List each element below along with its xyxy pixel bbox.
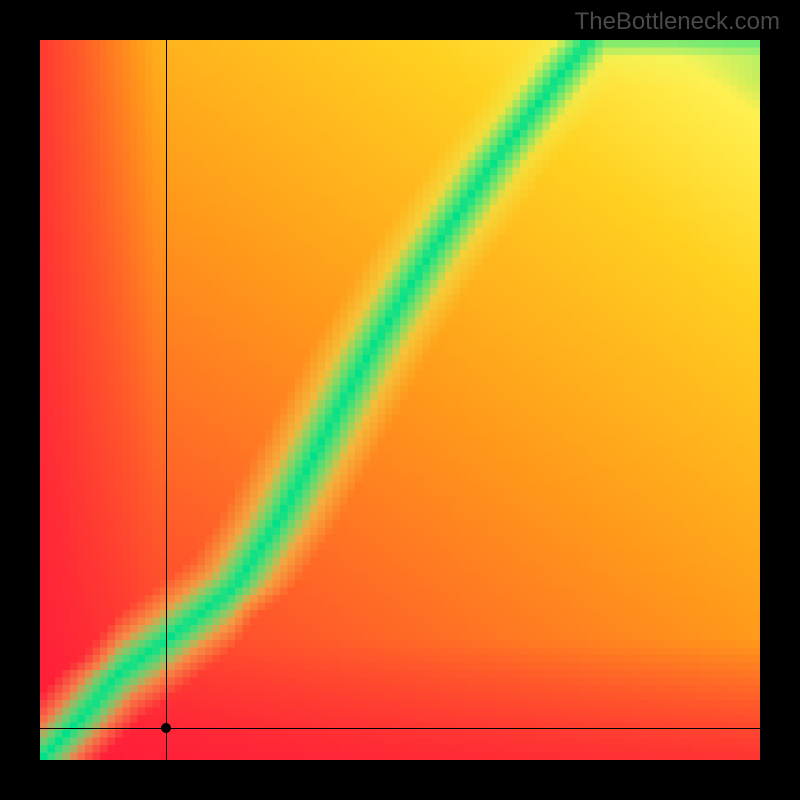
crosshair-marker <box>161 723 171 733</box>
crosshair-horizontal <box>40 728 760 729</box>
crosshair-vertical <box>166 40 167 760</box>
watermark-text: TheBottleneck.com <box>575 8 780 36</box>
heatmap-canvas <box>40 40 760 760</box>
plot-area <box>40 40 760 760</box>
